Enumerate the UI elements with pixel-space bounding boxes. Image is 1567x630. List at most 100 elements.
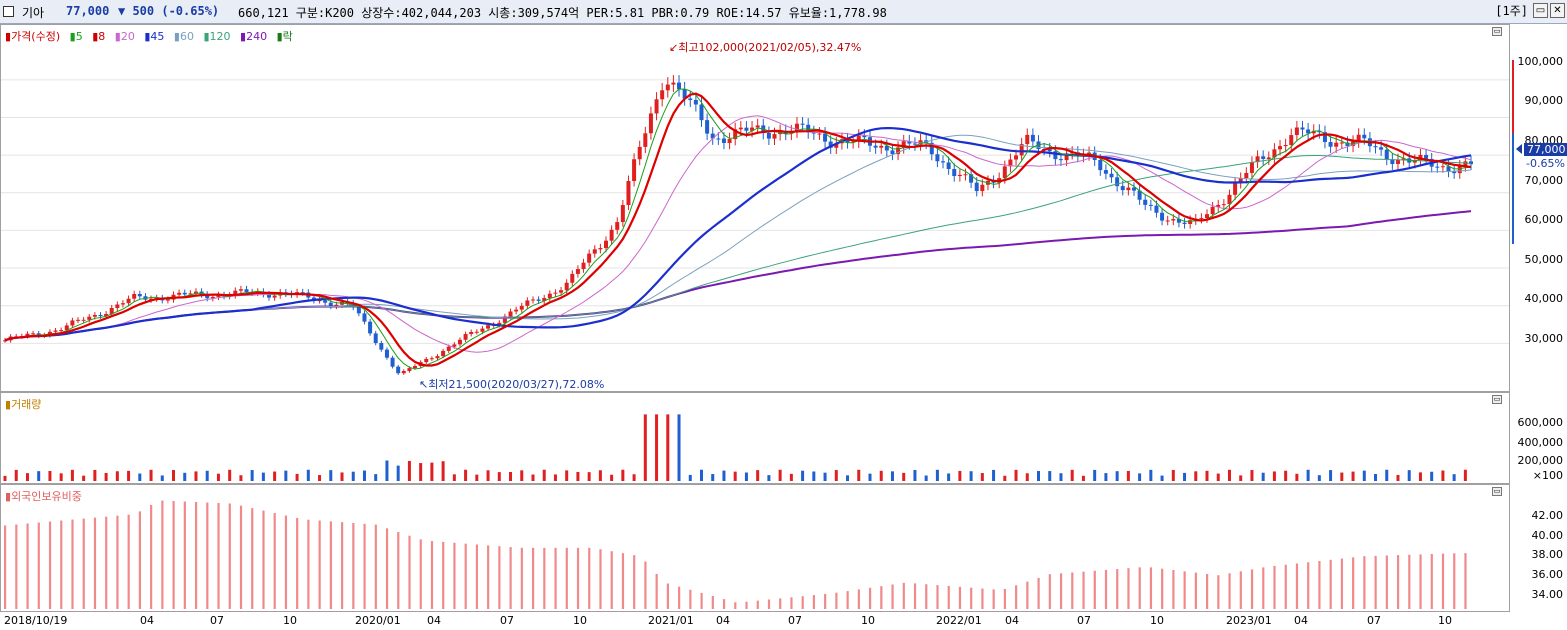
foreign-bar xyxy=(1340,558,1344,609)
volume-bar xyxy=(362,470,366,481)
volume-bar xyxy=(1014,469,1018,481)
price-panel[interactable]: ▮가격(수정) ▮5 ▮8 ▮20 ▮45 ▮60 ▮120 ▮240 ▮락 ▭… xyxy=(0,24,1510,392)
stock-info: 660,121 구분:K200 상장수:402,044,203 시총:309,5… xyxy=(238,6,887,20)
foreign-bar xyxy=(172,501,175,609)
candle-body xyxy=(149,298,154,300)
select-checkbox[interactable] xyxy=(3,6,14,17)
candle-body xyxy=(828,141,833,148)
foreign-bar xyxy=(846,591,849,609)
minimize-button[interactable]: ▭ xyxy=(1533,3,1548,18)
foreign-bar xyxy=(790,597,793,609)
candle-body xyxy=(1002,166,1007,179)
period-selector[interactable]: [1주] xyxy=(1495,4,1528,18)
xtick: 2020/01 xyxy=(355,614,401,627)
foreign-bar xyxy=(284,515,288,609)
volume-bar xyxy=(104,472,108,481)
volume-bar xyxy=(846,475,850,481)
candle-body xyxy=(716,138,721,140)
legend-price: ▮가격(수정) xyxy=(5,30,61,43)
candle-body xyxy=(1008,159,1013,167)
panel-maximize-icon[interactable]: ▭ xyxy=(1492,487,1502,496)
volume-bar xyxy=(1407,470,1411,481)
volume-bar xyxy=(351,471,355,481)
foreign-bar xyxy=(15,524,18,609)
foreign-bar xyxy=(756,600,759,609)
volume-bar xyxy=(1025,473,1029,481)
volume-bar xyxy=(138,473,142,481)
stock-price: 77,000 xyxy=(66,4,110,18)
candle-body xyxy=(132,293,137,299)
candle-body xyxy=(1120,186,1125,191)
legend-ma20: ▮20 xyxy=(114,30,135,43)
foreign-panel[interactable]: ▮외국인보유비중 ▭ xyxy=(0,484,1510,612)
candle-body xyxy=(1272,149,1277,158)
candle-body xyxy=(671,82,676,85)
foreign-bar xyxy=(1149,567,1153,609)
volume-bar xyxy=(59,473,63,481)
candle-body xyxy=(1379,147,1384,150)
volume-bar xyxy=(643,414,647,481)
candle-body xyxy=(165,299,170,301)
foreign-bar xyxy=(48,521,52,609)
volume-bar xyxy=(1284,470,1288,481)
candle-body xyxy=(1244,172,1249,179)
candle-body xyxy=(463,334,468,340)
volume-bar xyxy=(284,470,288,481)
foreign-bar xyxy=(1228,573,1231,609)
foreign-bar xyxy=(565,547,568,609)
foreign-bar xyxy=(385,528,389,609)
volume-bar xyxy=(801,470,805,481)
foreign-bar xyxy=(105,516,108,609)
candle-body xyxy=(721,138,726,143)
candle-body xyxy=(974,182,979,192)
candle-body xyxy=(480,328,485,332)
foreign-bar xyxy=(307,519,310,609)
candle-body xyxy=(800,123,805,125)
foreign-bar xyxy=(1363,556,1366,609)
xtick: 10 xyxy=(1150,614,1164,627)
candle-body xyxy=(1019,144,1024,156)
volume-bar xyxy=(677,414,681,481)
ma45-line xyxy=(4,126,1472,342)
xtick: 07 xyxy=(1077,614,1091,627)
foreign-bar xyxy=(1161,568,1164,609)
foreign-bar xyxy=(1441,553,1445,609)
volume-bar xyxy=(228,469,232,481)
foreign-bar xyxy=(206,502,209,609)
volume-bar xyxy=(396,465,400,481)
volume-bar xyxy=(1430,471,1434,481)
foreign-bar xyxy=(1015,585,1018,609)
close-button[interactable]: ✕ xyxy=(1550,3,1565,18)
foreign-bar xyxy=(363,523,366,609)
legend-lock: ▮락 xyxy=(276,30,293,43)
foreign-bar xyxy=(116,515,119,609)
volume-bar xyxy=(655,414,659,481)
volume-chart xyxy=(3,414,1467,481)
volume-bar xyxy=(1329,470,1333,481)
candle-body xyxy=(896,147,901,155)
foreign-bar xyxy=(1206,573,1209,609)
candle-body xyxy=(272,295,277,298)
volume-bar xyxy=(205,470,209,481)
candle-body xyxy=(1469,161,1473,165)
candle-body xyxy=(952,169,957,177)
candle-body xyxy=(587,253,592,263)
volume-bar xyxy=(127,470,131,481)
foreign-bar xyxy=(4,525,7,609)
volume-panel[interactable]: ▮거래량 ▭ xyxy=(0,392,1510,484)
panel-maximize-icon[interactable]: ▭ xyxy=(1492,27,1502,36)
foreign-bar xyxy=(543,547,546,609)
foreign-bar xyxy=(655,573,658,609)
foreign-bar xyxy=(127,514,130,609)
foreign-bar xyxy=(1273,565,1276,609)
foreign-bar xyxy=(341,522,344,609)
panel-maximize-icon[interactable]: ▭ xyxy=(1492,395,1502,404)
candle-body xyxy=(1148,204,1153,206)
volume-bar xyxy=(1160,475,1164,481)
volume-bar xyxy=(1126,470,1130,481)
foreign-bar xyxy=(588,547,591,609)
foreign-bar xyxy=(239,505,243,609)
volume-bar xyxy=(497,472,501,481)
candle-body xyxy=(1261,156,1266,160)
candle-body xyxy=(1249,162,1254,173)
